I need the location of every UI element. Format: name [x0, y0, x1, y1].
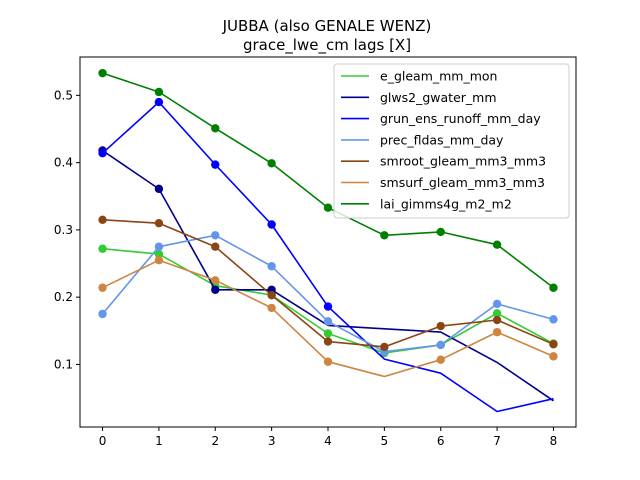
y-tick-label: 0.2	[54, 290, 73, 304]
data-point	[154, 184, 164, 194]
series-grun_ens_runoff_mm_day	[98, 97, 554, 413]
legend-label: e_gleam_mm_mon	[380, 69, 497, 84]
data-point	[549, 352, 558, 361]
legend-box	[333, 63, 570, 219]
data-point	[98, 283, 107, 292]
data-point	[211, 285, 220, 294]
x-tick-label: 8	[550, 434, 558, 448]
series-smroot_gleam_mm3_mm3	[98, 215, 558, 352]
x-tick-label: 1	[155, 434, 163, 448]
data-point	[492, 327, 502, 337]
legend-item: glws2_gwater_mm	[341, 90, 497, 105]
legend-item: lai_gimms4g_m2_m2	[341, 196, 512, 211]
data-point	[267, 303, 276, 313]
data-point	[436, 355, 445, 364]
chart-subtitle: grace_lwe_cm lags [X]	[243, 36, 411, 55]
data-point	[267, 220, 276, 229]
data-point	[98, 68, 107, 78]
x-tick-label: 7	[493, 434, 501, 448]
legend-item: grun_ens_runoff_mm_day	[341, 111, 541, 126]
data-point	[98, 309, 107, 319]
legend-item: smroot_gleam_mm3_mm3	[341, 154, 546, 169]
legend-label: lai_gimms4g_m2_m2	[380, 196, 512, 211]
legend-label: prec_fldas_mm_day	[380, 132, 504, 147]
data-point	[549, 283, 558, 292]
data-point	[211, 242, 220, 251]
data-point	[98, 149, 107, 158]
data-point	[154, 218, 164, 228]
data-point	[98, 244, 107, 253]
y-tick-label: 0.3	[54, 223, 73, 237]
data-point	[323, 203, 333, 212]
x-tick-label: 6	[437, 434, 445, 448]
data-point	[492, 299, 502, 309]
data-point	[154, 87, 164, 97]
data-point	[154, 242, 164, 251]
x-tick-label: 3	[268, 434, 276, 448]
series-smsurf_gleam_mm3_mm3	[98, 255, 558, 378]
data-point	[549, 315, 558, 324]
data-point	[323, 357, 333, 366]
plot-area-frame	[79, 56, 577, 428]
y-tick-label: 0.1	[54, 357, 73, 371]
data-point	[323, 337, 333, 346]
data-point	[323, 317, 333, 326]
y-tick-label: 0.4	[54, 156, 73, 170]
data-point	[154, 255, 164, 265]
data-point	[492, 240, 502, 249]
y-axis-ticks: 0.1 0.2 0.3 0.4 0.5	[54, 88, 80, 371]
data-point	[267, 262, 276, 271]
data-point	[98, 215, 107, 224]
data-point	[436, 227, 445, 237]
legend-label: smroot_gleam_mm3_mm3	[380, 154, 546, 169]
legend-label: smsurf_gleam_mm3_mm3	[380, 175, 545, 190]
series-layer	[98, 68, 558, 413]
legend: e_gleam_mm_mon glws2_gwater_mm grun_ens_ru…	[333, 63, 570, 219]
series-lai_gimms4g_m2_m2	[98, 68, 558, 292]
data-point	[267, 290, 276, 300]
data-point	[211, 276, 220, 285]
x-tick-label: 5	[381, 434, 389, 448]
data-point	[492, 309, 502, 318]
legend-item: smsurf_gleam_mm3_mm3	[341, 175, 545, 190]
data-point	[380, 342, 389, 352]
legend-label: grun_ens_runoff_mm_day	[380, 111, 541, 126]
data-point	[436, 321, 445, 331]
data-point	[549, 340, 558, 349]
series-prec_fldas_mm_day	[98, 231, 558, 356]
legend-label: glws2_gwater_mm	[380, 90, 497, 105]
y-tick-label: 0.5	[54, 88, 73, 102]
data-point	[211, 160, 220, 169]
data-point	[211, 124, 220, 133]
x-tick-label: 2	[211, 434, 219, 448]
data-point	[154, 97, 164, 107]
chart-title: JUBBA (also GENALE WENZ)	[222, 17, 432, 35]
data-point	[436, 340, 445, 350]
data-point	[492, 315, 502, 325]
data-point	[211, 231, 220, 240]
data-point	[323, 302, 333, 311]
data-point	[380, 231, 389, 240]
data-point	[267, 159, 276, 168]
x-tick-label: 0	[99, 434, 107, 448]
x-tick-label: 4	[324, 434, 332, 448]
x-axis-ticks: 0 1 2 3 4 5 6 7 8	[99, 427, 558, 448]
legend-item: e_gleam_mm_mon	[341, 69, 497, 84]
data-point	[154, 249, 164, 259]
legend-item: prec_fldas_mm_day	[341, 132, 504, 147]
data-point	[323, 329, 333, 338]
